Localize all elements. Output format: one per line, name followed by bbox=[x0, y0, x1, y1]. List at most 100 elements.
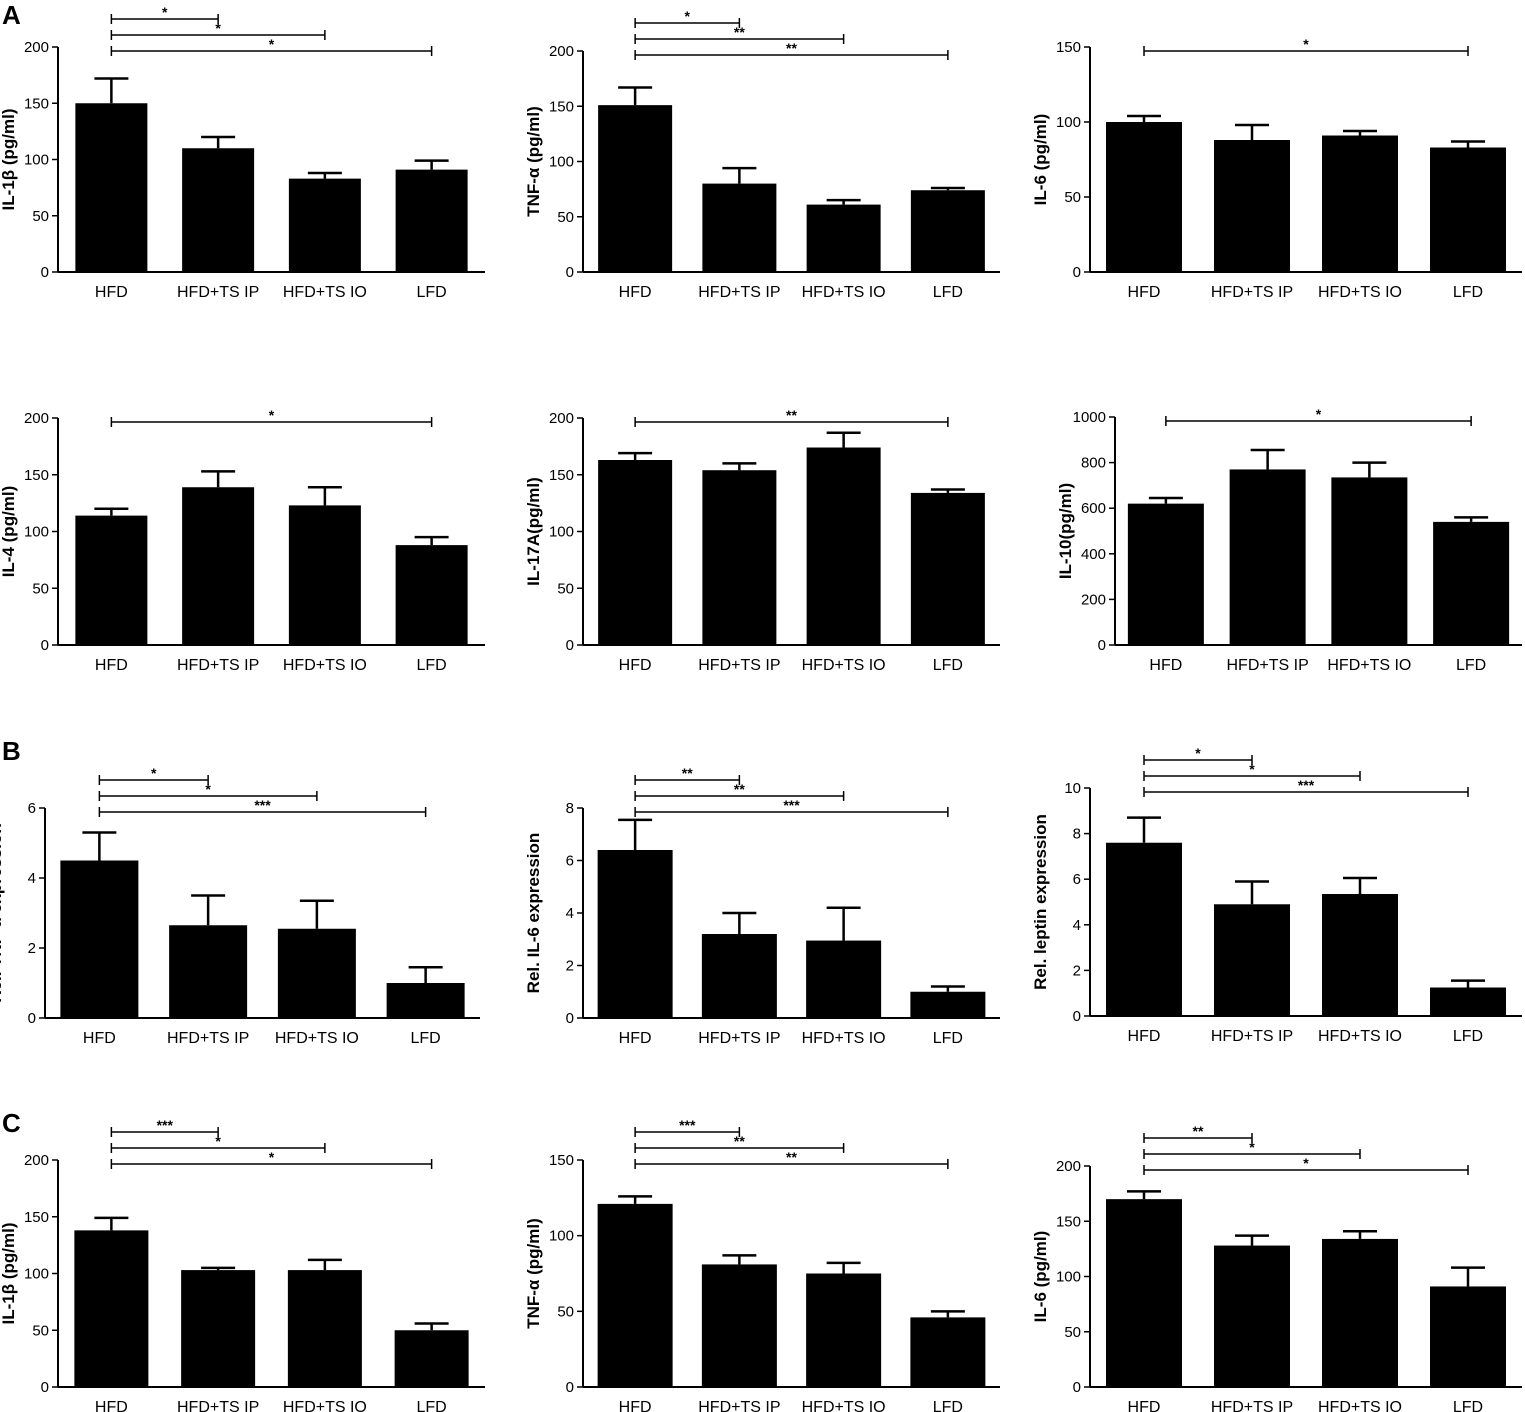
y-tick-label: 0 bbox=[566, 1010, 574, 1027]
bar bbox=[597, 1203, 673, 1387]
significance-label: ** bbox=[1193, 1123, 1204, 1139]
y-tick-label: 8 bbox=[566, 800, 574, 817]
y-tick-label: 200 bbox=[24, 39, 49, 56]
y-axis-label: IL-10(pg/ml) bbox=[1056, 483, 1075, 579]
category-label: HFD+TS IO bbox=[1318, 1399, 1402, 1412]
y-tick-label: 100 bbox=[24, 1266, 49, 1283]
category-label: HFD bbox=[95, 284, 128, 301]
significance-label: * bbox=[1316, 406, 1322, 422]
significance-label: ** bbox=[734, 781, 745, 797]
chart-3: 0 50 100 150 IL-6 (pg/ml) HFD HFD+TS IP HFD+TS … bbox=[1031, 36, 1522, 301]
significance-label: *** bbox=[1298, 777, 1315, 793]
y-tick-label: 150 bbox=[24, 467, 49, 484]
category-label: HFD+TS IP bbox=[1211, 284, 1293, 301]
y-tick-label: 150 bbox=[549, 467, 574, 484]
significance-label: *** bbox=[254, 797, 271, 813]
chart-7: 0 2 4 6 Rel. TNF-α expression HFD HFD+TS IP HFD… bbox=[0, 765, 480, 1047]
category-label: HFD+TS IP bbox=[177, 284, 259, 301]
bar bbox=[288, 505, 361, 645]
bar bbox=[702, 183, 777, 272]
bar bbox=[910, 190, 985, 272]
y-tick-label: 150 bbox=[549, 1152, 574, 1169]
y-tick-label: 50 bbox=[557, 209, 574, 226]
category-label: HFD+TS IP bbox=[698, 1399, 780, 1412]
y-tick-label: 10 bbox=[1064, 780, 1081, 797]
y-tick-label: 600 bbox=[1081, 500, 1106, 517]
y-tick-label: 50 bbox=[32, 1322, 49, 1339]
y-tick-label: 4 bbox=[28, 870, 36, 887]
y-tick-label: 100 bbox=[549, 154, 574, 171]
category-label: LFD bbox=[417, 657, 447, 674]
category-label: HFD+TS IO bbox=[802, 284, 886, 301]
bar bbox=[75, 103, 148, 272]
bar bbox=[910, 991, 986, 1018]
category-label: HFD bbox=[619, 1030, 652, 1047]
y-tick-label: 1000 bbox=[1073, 409, 1106, 426]
y-tick-label: 50 bbox=[1064, 189, 1081, 206]
bar bbox=[1430, 147, 1506, 272]
y-axis-label: IL-1β (pg/ml) bbox=[0, 109, 18, 211]
bar bbox=[597, 850, 673, 1018]
bar bbox=[1214, 904, 1290, 1016]
category-label: HFD+TS IO bbox=[802, 1030, 886, 1047]
y-axis-label: Rel. TNF-α expression bbox=[0, 823, 5, 1003]
y-tick-label: 2 bbox=[28, 940, 36, 957]
chart-11: 0 50 100 150 TNF-α (pg/ml) HFD HFD+TS IP HFD+TS… bbox=[524, 1117, 1000, 1412]
y-tick-label: 150 bbox=[24, 1209, 49, 1226]
bar bbox=[60, 860, 139, 1018]
category-label: HFD+TS IO bbox=[283, 284, 367, 301]
y-tick-label: 100 bbox=[549, 1228, 574, 1245]
bar bbox=[910, 492, 985, 645]
category-label: HFD+TS IO bbox=[283, 1399, 367, 1412]
y-tick-label: 150 bbox=[24, 95, 49, 112]
bar bbox=[701, 1264, 777, 1387]
bar bbox=[287, 1270, 362, 1387]
category-label: HFD bbox=[95, 657, 128, 674]
significance-label: * bbox=[205, 781, 211, 797]
y-tick-label: 100 bbox=[1056, 1269, 1081, 1286]
category-label: HFD+TS IP bbox=[167, 1030, 249, 1047]
significance-label: * bbox=[215, 20, 221, 36]
chart-5: 0 50 100 150 200 IL-17A(pg/ml) HFD HFD+TS IP HFD… bbox=[524, 407, 1000, 674]
y-tick-label: 0 bbox=[28, 1010, 36, 1027]
bar bbox=[806, 204, 881, 272]
y-tick-label: 200 bbox=[1056, 1158, 1081, 1175]
y-tick-label: 4 bbox=[1073, 917, 1081, 934]
chart-4: 0 50 100 150 200 IL-4 (pg/ml) HFD HFD+TS IP HFD+… bbox=[0, 407, 485, 674]
significance-label: *** bbox=[783, 797, 800, 813]
y-tick-label: 0 bbox=[566, 637, 574, 654]
chart-8: 0 2 4 6 8 Rel. IL-6 expression HFD HFD+TS IP HFD… bbox=[524, 765, 1000, 1047]
y-axis-label: IL-1β (pg/ml) bbox=[0, 1223, 18, 1325]
category-label: HFD bbox=[1149, 657, 1182, 674]
y-tick-label: 0 bbox=[41, 637, 49, 654]
chart-10: 0 50 100 150 200 IL-1β (pg/ml) HFD HFD+TS IP HFD… bbox=[0, 1117, 485, 1412]
y-tick-label: 400 bbox=[1081, 546, 1106, 563]
category-label: HFD+TS IO bbox=[275, 1030, 359, 1047]
category-label: HFD+TS IP bbox=[1227, 657, 1309, 674]
y-tick-label: 6 bbox=[28, 800, 36, 817]
bar bbox=[598, 105, 673, 273]
chart-1: 0 50 100 150 200 IL-1β (pg/ml) HFD HFD+TS IP HFD… bbox=[0, 4, 485, 301]
bar bbox=[74, 1230, 149, 1387]
significance-label: * bbox=[269, 36, 275, 52]
bar bbox=[1106, 122, 1182, 272]
bar bbox=[1322, 894, 1398, 1016]
bar bbox=[910, 1317, 986, 1387]
y-axis-label: IL-6 (pg/ml) bbox=[1031, 1231, 1050, 1323]
significance-label: * bbox=[1195, 745, 1201, 761]
y-tick-label: 4 bbox=[566, 905, 574, 922]
bar bbox=[394, 1330, 469, 1387]
category-label: HFD bbox=[83, 1030, 116, 1047]
y-tick-label: 0 bbox=[1098, 637, 1106, 654]
significance-label: * bbox=[151, 765, 157, 781]
bar bbox=[1430, 1286, 1506, 1387]
category-label: HFD bbox=[619, 284, 652, 301]
bar bbox=[181, 1270, 256, 1387]
category-label: HFD bbox=[619, 1399, 652, 1412]
y-tick-label: 100 bbox=[24, 524, 49, 541]
panel-label-b: B bbox=[2, 736, 21, 766]
bar bbox=[1214, 1245, 1290, 1387]
category-label: HFD+TS IP bbox=[177, 657, 259, 674]
category-label: HFD+TS IO bbox=[283, 657, 367, 674]
